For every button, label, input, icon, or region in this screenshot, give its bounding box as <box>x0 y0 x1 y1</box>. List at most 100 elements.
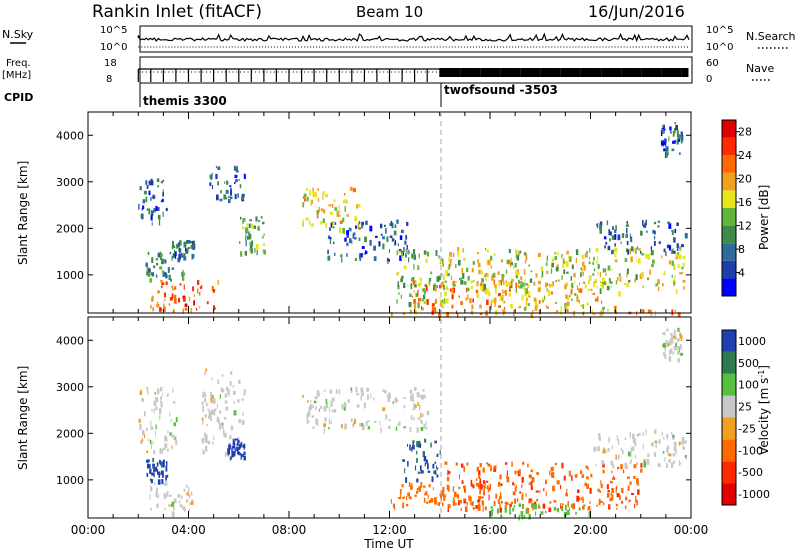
power-echo-cell <box>578 299 580 304</box>
velocity-echo-cell <box>684 455 687 458</box>
power-echo-cell <box>624 258 628 263</box>
velocity-echo-cell <box>229 435 232 440</box>
velocity-echo-cell <box>362 390 364 397</box>
power-colorbar-band <box>722 172 736 191</box>
power-echo-cell <box>544 295 546 300</box>
power-echo-cell <box>566 306 569 310</box>
velocity-echo-cell <box>568 507 570 512</box>
power-echo-cell <box>145 180 148 185</box>
power-echo-cell <box>616 277 619 281</box>
velocity-echo-cell <box>476 482 479 487</box>
velocity-echo-cell <box>329 389 332 394</box>
power-echo-field <box>138 122 688 319</box>
power-echo-cell <box>518 305 522 309</box>
velocity-echo-cell <box>581 496 584 501</box>
velocity-echo-cell <box>667 342 670 346</box>
power-echo-cell <box>641 272 644 278</box>
velocity-echo-cell <box>666 447 669 452</box>
velocity-echo-cell <box>155 397 159 403</box>
velocity-echo-cell <box>141 438 144 442</box>
velocity-echo-cell <box>497 481 501 487</box>
velocity-echo-cell <box>407 444 408 447</box>
velocity-echo-cell <box>616 493 620 498</box>
velocity-echo-cell <box>615 454 617 460</box>
velocity-echo-cell <box>534 511 537 516</box>
power-echo-cell <box>535 303 539 308</box>
power-echo-cell <box>503 300 506 304</box>
velocity-echo-cell <box>665 434 669 438</box>
velocity-echo-cell <box>140 440 143 445</box>
power-echo-cell <box>153 195 155 199</box>
power-echo-cell <box>608 278 611 283</box>
power-echo-cell <box>171 255 173 261</box>
velocity-echo-cell <box>241 453 244 457</box>
velocity-echo-cell <box>186 499 189 503</box>
power-echo-cell <box>665 251 667 257</box>
power-echo-cell <box>327 235 331 240</box>
power-echo-cell <box>181 272 183 277</box>
power-echo-cell <box>654 230 656 235</box>
velocity-echo-cell <box>412 396 414 402</box>
velocity-echo-cell <box>677 338 680 342</box>
velocity-echo-cell <box>223 432 227 438</box>
power-echo-cell <box>248 223 252 228</box>
power-echo-cell <box>605 273 607 276</box>
power-echo-cell <box>609 238 611 242</box>
power-echo-cell <box>305 217 309 221</box>
velocity-echo-cell <box>236 446 238 451</box>
velocity-x-ticks <box>87 317 692 518</box>
power-echo-cell <box>244 250 247 256</box>
velocity-echo-cell <box>671 462 673 467</box>
power-echo-cell <box>610 285 612 289</box>
power-echo-cell <box>199 286 202 289</box>
velocity-echo-cell <box>578 507 581 511</box>
velocity-echo-cell <box>160 396 162 400</box>
power-echo-cell <box>589 256 591 260</box>
velocity-echo-cell <box>323 406 327 412</box>
velocity-echo-cell <box>477 505 481 511</box>
velocity-echo-cell <box>330 420 332 425</box>
velocity-echo-cell <box>330 401 333 407</box>
velocity-echo-cell <box>590 473 593 478</box>
power-echo-cell <box>151 221 153 226</box>
power-echo-cell <box>566 250 569 255</box>
velocity-echo-cell <box>210 391 212 398</box>
power-echo-cell <box>423 288 426 292</box>
power-echo-cell <box>537 287 541 293</box>
velocity-echo-cell <box>482 467 485 473</box>
velocity-echo-cell <box>201 401 204 406</box>
velocity-echo-cell <box>155 406 158 411</box>
power-echo-cell <box>247 235 250 240</box>
power-echo-cell <box>458 295 461 298</box>
velocity-echo-cell <box>635 495 637 502</box>
velocity-echo-cell <box>669 339 673 344</box>
velocity-echo-cell <box>550 466 553 472</box>
power-echo-cell <box>629 248 632 254</box>
power-echo-cell <box>502 309 505 313</box>
power-echo-cell <box>480 281 483 287</box>
power-echo-cell <box>234 174 238 178</box>
power-echo-cell <box>530 312 533 319</box>
velocity-echo-cell <box>562 503 564 506</box>
velocity-echo-cell <box>463 466 466 472</box>
velocity-echo-cell <box>680 352 683 356</box>
time-tick-label: 12:00 <box>372 523 407 537</box>
velocity-echo-cell <box>219 423 223 427</box>
velocity-echo-cell <box>217 419 220 424</box>
power-echo-cell <box>139 186 142 191</box>
power-echo-cell <box>611 250 614 255</box>
velocity-echo-cell <box>154 466 158 471</box>
power-echo-cell <box>663 148 666 152</box>
velocity-echo-cell <box>653 452 656 457</box>
power-echo-cell <box>540 276 543 279</box>
power-echo-cell <box>516 254 520 261</box>
power-echo-cell <box>260 216 263 219</box>
power-echo-cell <box>534 299 538 306</box>
velocity-echo-cell <box>439 494 441 498</box>
nsearch-tick-top: 10^5 <box>706 25 733 36</box>
power-echo-cell <box>302 219 304 223</box>
velocity-echo-cell <box>621 487 624 494</box>
power-echo-cell <box>168 274 171 280</box>
velocity-echo-cell <box>510 501 513 505</box>
beam-label: Beam 10 <box>356 3 423 21</box>
